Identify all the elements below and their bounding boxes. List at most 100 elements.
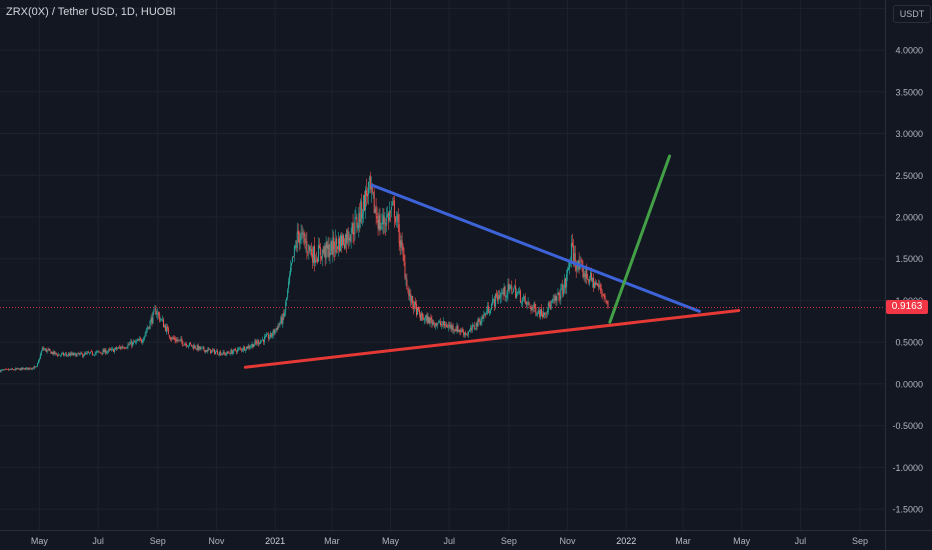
candle	[185, 341, 187, 347]
candle	[254, 338, 256, 346]
candle	[508, 278, 510, 292]
candle	[195, 348, 197, 351]
candle	[39, 352, 41, 360]
candle	[425, 313, 427, 321]
candle	[177, 337, 179, 343]
candle	[156, 310, 158, 319]
candle	[541, 304, 543, 317]
candle	[179, 339, 181, 342]
candle	[472, 324, 474, 327]
candle	[182, 340, 184, 347]
candle	[604, 293, 606, 300]
candle	[300, 224, 302, 245]
x-tick-label: Mar	[675, 536, 691, 546]
candle	[42, 346, 44, 351]
candle	[548, 300, 550, 308]
candle	[440, 317, 442, 327]
candle	[370, 176, 372, 203]
candle	[350, 227, 352, 249]
candle	[125, 347, 127, 349]
candle	[443, 321, 445, 329]
candle	[26, 367, 28, 370]
candle	[104, 347, 106, 354]
candle	[71, 351, 73, 356]
candle	[341, 232, 343, 249]
candle	[523, 295, 525, 303]
currency-label[interactable]: USDT	[893, 5, 931, 23]
candle	[563, 284, 565, 298]
candle	[151, 313, 153, 327]
candle	[107, 350, 109, 355]
candle	[387, 206, 389, 218]
candle	[374, 205, 376, 214]
candle	[491, 302, 493, 311]
candle	[474, 328, 476, 330]
candle	[493, 295, 495, 312]
candle	[289, 271, 291, 286]
candle	[240, 348, 242, 353]
candle	[0, 369, 2, 373]
candle	[212, 347, 214, 353]
candle	[245, 346, 247, 351]
candle	[476, 320, 478, 330]
candle	[463, 328, 465, 338]
candle	[251, 341, 253, 349]
candle	[110, 347, 112, 351]
candle	[478, 316, 480, 323]
candle	[66, 354, 68, 358]
candle	[293, 244, 295, 262]
candle	[462, 327, 464, 333]
candle	[223, 350, 225, 355]
candle	[261, 340, 263, 343]
candle	[305, 233, 307, 253]
candle	[514, 284, 516, 289]
candle	[83, 354, 85, 359]
candle	[249, 344, 251, 350]
candle	[108, 348, 110, 354]
candle	[495, 289, 497, 299]
candle	[588, 279, 590, 285]
candle	[227, 350, 229, 354]
candle	[193, 343, 195, 349]
candle	[134, 340, 136, 343]
candle	[444, 321, 446, 329]
candle	[175, 336, 177, 344]
candle	[114, 346, 116, 351]
candle	[186, 342, 188, 349]
candle	[246, 346, 248, 350]
candle	[518, 286, 520, 295]
x-axis-labels: May Jul Sep Nov 2021 Mar May Jul Sep Nov 2022 Mar Ma…	[31, 536, 868, 546]
trendline-blue[interactable]	[370, 183, 701, 313]
candle	[426, 312, 428, 325]
candle	[129, 341, 131, 347]
candle	[503, 283, 505, 296]
candle	[180, 336, 182, 343]
candle	[63, 353, 65, 357]
candle	[538, 306, 540, 315]
y-tick-label: 4.0000	[895, 46, 923, 56]
trendline-green[interactable]	[608, 154, 672, 324]
candle	[376, 206, 378, 223]
x-tick-label: May	[382, 536, 400, 546]
candle	[33, 366, 35, 369]
candle	[88, 350, 89, 354]
candle	[325, 236, 327, 265]
candle	[295, 240, 297, 252]
candle	[485, 313, 487, 319]
candle	[74, 352, 76, 356]
trendlines	[243, 154, 741, 369]
x-tick-label: May	[733, 536, 751, 546]
candle	[58, 352, 60, 357]
candle	[263, 339, 265, 345]
candle	[140, 338, 142, 344]
candle	[558, 292, 560, 302]
x-tick-label: Sep	[852, 536, 868, 546]
candle	[539, 307, 541, 319]
trendline-red[interactable]	[243, 308, 741, 369]
candle	[603, 292, 605, 303]
candle	[408, 285, 410, 300]
candle	[315, 251, 317, 263]
candle	[273, 328, 275, 336]
candle	[101, 353, 103, 356]
